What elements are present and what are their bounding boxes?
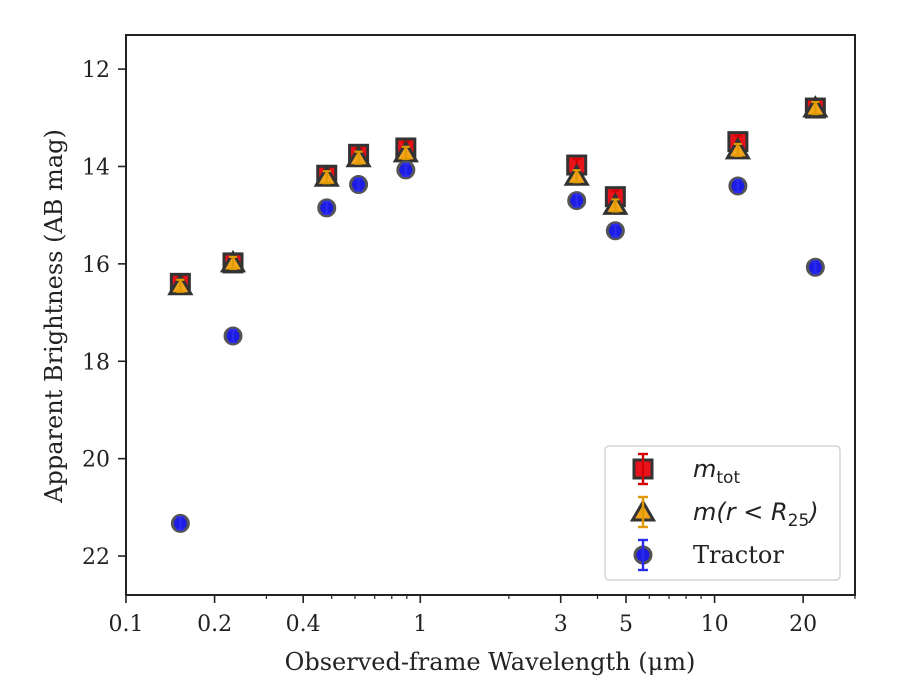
legend-item: Tractor: [633, 538, 784, 572]
x-tick-label: 1: [413, 612, 427, 637]
legend-item: mtot: [632, 452, 740, 488]
y-tick-label: 14: [82, 155, 110, 180]
y-tick-label: 16: [82, 253, 110, 278]
x-tick-label: 0.1: [109, 612, 144, 637]
axes: 0.1 0.2 0.4 1 3 5 10 20 12 14 16 18 20 22: [82, 34, 856, 637]
legend: mtot m(r < R25) Tractor: [604, 445, 841, 581]
y-axis-label: Apparent Brightness (AB mag): [40, 129, 68, 504]
series-1: [167, 95, 829, 296]
plot-frame: [125, 34, 856, 596]
x-axis-label: Observed-frame Wavelength (μm): [285, 648, 696, 676]
legend-box: [604, 445, 841, 581]
y-tick-label: 22: [82, 545, 110, 570]
x-tick-label: 3: [554, 612, 568, 637]
legend-item: m(r < R25): [629, 495, 819, 531]
data-marks: [167, 95, 829, 533]
x-tick-label: 5: [619, 612, 633, 637]
y-tick-label: 20: [82, 448, 110, 473]
series-2: [170, 160, 825, 533]
x-tick-label: 0.4: [286, 612, 321, 637]
x-tick-label: 20: [789, 612, 817, 637]
x-tick-label: 0.2: [197, 612, 232, 637]
y-tick-label: 18: [82, 350, 110, 375]
legend-label: Tractor: [693, 541, 784, 569]
legend-label: mtot: [693, 455, 740, 488]
x-tick-label: 10: [701, 612, 729, 637]
y-tick-label: 12: [82, 58, 110, 83]
legend-label: m(r < R25): [693, 498, 819, 531]
